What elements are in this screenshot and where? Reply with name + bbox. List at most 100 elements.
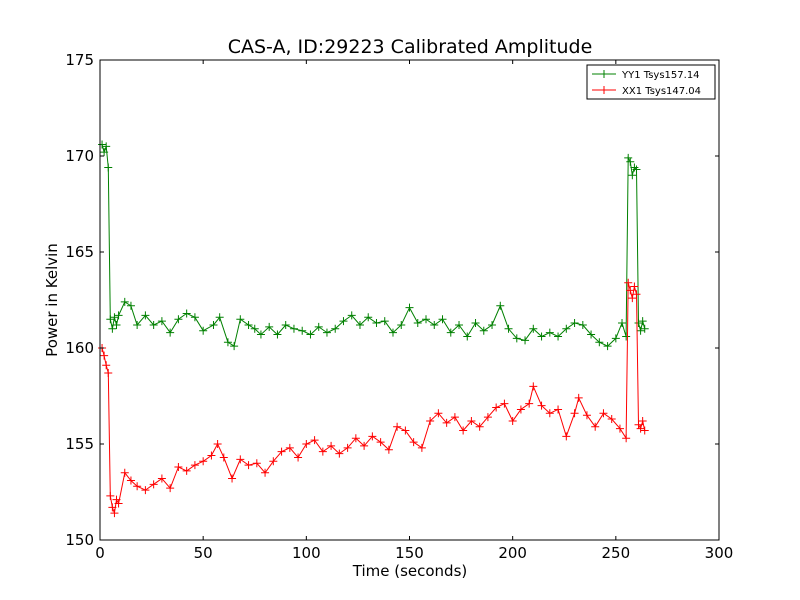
data-point-marker	[372, 319, 381, 328]
data-point-marker	[634, 319, 643, 328]
data-point-marker	[236, 455, 245, 464]
data-point-marker	[149, 320, 158, 329]
data-point-marker	[471, 319, 480, 328]
data-point-marker	[628, 294, 637, 303]
data-point-marker	[219, 453, 228, 462]
data-point-marker	[578, 320, 587, 329]
data-point-marker	[636, 326, 645, 335]
data-point-marker	[318, 447, 327, 456]
legend-marker	[600, 86, 608, 94]
data-point-marker	[230, 342, 239, 351]
data-point-marker	[166, 484, 175, 493]
data-point-marker	[446, 328, 455, 337]
data-point-marker	[570, 409, 579, 418]
data-point-marker	[632, 165, 641, 174]
data-point-marker	[355, 320, 364, 329]
data-point-marker	[438, 315, 447, 324]
data-point-marker	[98, 140, 107, 149]
series-line	[101, 282, 646, 514]
data-point-marker	[120, 297, 129, 306]
x-axis-label: Time (seconds)	[352, 562, 468, 580]
data-point-marker	[244, 320, 253, 329]
x-tick-label: 200	[498, 544, 527, 562]
data-point-marker	[417, 443, 426, 452]
data-point-marker	[100, 351, 109, 360]
y-tick-label: 155	[65, 435, 94, 453]
data-point-marker	[467, 416, 476, 425]
data-point-marker	[351, 434, 360, 443]
data-point-marker	[310, 436, 319, 445]
data-point-marker	[426, 416, 435, 425]
data-point-marker	[190, 313, 199, 322]
legend-marker	[600, 70, 608, 78]
data-point-marker	[545, 328, 554, 337]
data-point-marker	[289, 324, 298, 333]
data-point-marker	[618, 319, 627, 328]
legend: YY1 Tsys157.14 XX1 Tsys147.04	[586, 64, 716, 100]
data-point-marker	[199, 457, 208, 466]
data-point-marker	[120, 468, 129, 477]
data-point-marker	[213, 440, 222, 448]
data-point-marker	[508, 416, 517, 425]
data-point-marker	[223, 338, 232, 347]
data-point-marker	[622, 434, 631, 443]
data-point-marker	[624, 278, 633, 287]
data-point-marker	[190, 461, 199, 470]
data-point-marker	[545, 409, 554, 418]
data-point-marker	[574, 393, 583, 402]
data-point-marker	[500, 399, 509, 408]
y-tick-label: 160	[65, 339, 94, 357]
data-point-marker	[269, 457, 278, 466]
data-point-marker	[277, 447, 286, 456]
y-axis-label: Power in Kelvin	[43, 243, 61, 357]
data-point-marker	[261, 468, 270, 477]
x-tick-label: 250	[602, 544, 631, 562]
data-point-marker	[102, 142, 111, 151]
data-point-marker	[347, 311, 356, 320]
data-point-marker	[587, 330, 596, 339]
data-point-marker	[149, 480, 158, 489]
series-0	[98, 140, 649, 351]
data-point-marker	[114, 311, 123, 320]
data-point-marker	[360, 441, 369, 450]
data-point-marker	[384, 445, 393, 454]
data-point-marker	[182, 309, 191, 318]
data-point-marker	[626, 286, 635, 295]
data-point-marker	[640, 324, 649, 333]
data-point-marker	[630, 163, 639, 172]
data-point-marker	[104, 163, 113, 172]
data-point-marker	[102, 361, 111, 370]
data-point-marker	[207, 451, 216, 460]
data-point-marker	[401, 426, 410, 435]
data-point-marker	[256, 330, 265, 339]
data-point-marker	[430, 320, 439, 329]
series-line	[101, 144, 646, 347]
x-tick-label: 300	[705, 544, 734, 562]
data-point-marker	[463, 332, 472, 341]
data-point-marker	[529, 382, 538, 391]
data-point-marker	[380, 317, 389, 326]
data-point-marker	[599, 409, 608, 418]
data-point-marker	[405, 303, 414, 312]
data-point-marker	[174, 463, 183, 472]
data-point-marker	[479, 326, 488, 335]
data-point-marker	[450, 413, 459, 422]
data-point-marker	[331, 324, 340, 333]
data-point-marker	[562, 432, 571, 441]
data-point-marker	[100, 148, 109, 157]
data-point-marker	[488, 320, 497, 329]
series-1	[98, 278, 649, 518]
data-point-marker	[281, 320, 290, 329]
data-point-marker	[157, 317, 166, 326]
y-tick-label: 165	[65, 243, 94, 261]
data-point-marker	[112, 495, 121, 504]
data-point-marker	[339, 317, 348, 326]
data-point-marker	[368, 432, 377, 441]
data-point-marker	[442, 418, 451, 427]
data-point-marker	[157, 474, 166, 483]
data-point-marker	[591, 422, 600, 431]
legend-label: YY1 Tsys157.14	[621, 70, 700, 81]
data-point-marker	[492, 403, 501, 412]
data-point-marker	[611, 334, 620, 343]
